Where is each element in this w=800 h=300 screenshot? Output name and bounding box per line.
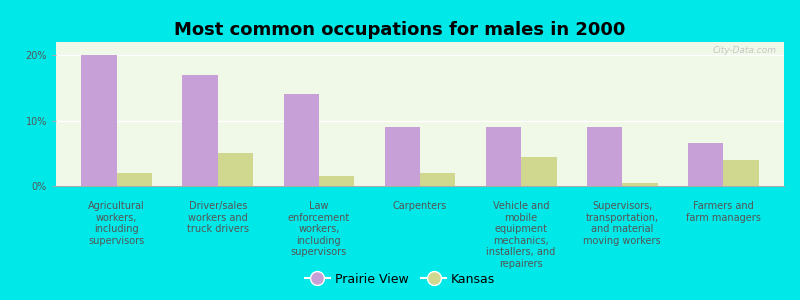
Bar [82,55,117,186]
Bar [420,173,455,186]
Bar [622,183,658,186]
Bar [723,160,758,186]
Text: Carpenters: Carpenters [393,201,447,211]
Bar [385,127,420,186]
Bar [521,157,557,186]
Text: Most common occupations for males in 2000: Most common occupations for males in 200… [174,21,626,39]
Text: Supervisors,
transportation,
and material
moving workers: Supervisors, transportation, and materia… [583,201,661,246]
Bar [319,176,354,186]
Bar [182,75,218,186]
Text: Law
enforcement
workers,
including
supervisors: Law enforcement workers, including super… [288,201,350,257]
Text: Driver/sales
workers and
truck drivers: Driver/sales workers and truck drivers [186,201,249,234]
Bar [283,94,319,186]
Text: City-Data.com: City-Data.com [713,46,777,55]
Bar [486,127,521,186]
Bar [587,127,622,186]
Text: Vehicle and
mobile
equipment
mechanics,
installers, and
repairers: Vehicle and mobile equipment mechanics, … [486,201,556,269]
Bar [117,173,152,186]
Text: Agricultural
workers,
including
supervisors: Agricultural workers, including supervis… [88,201,145,246]
Legend: Prairie View, Kansas: Prairie View, Kansas [300,268,500,291]
Bar [218,153,253,186]
Text: Farmers and
farm managers: Farmers and farm managers [686,201,761,223]
Bar [688,143,723,186]
